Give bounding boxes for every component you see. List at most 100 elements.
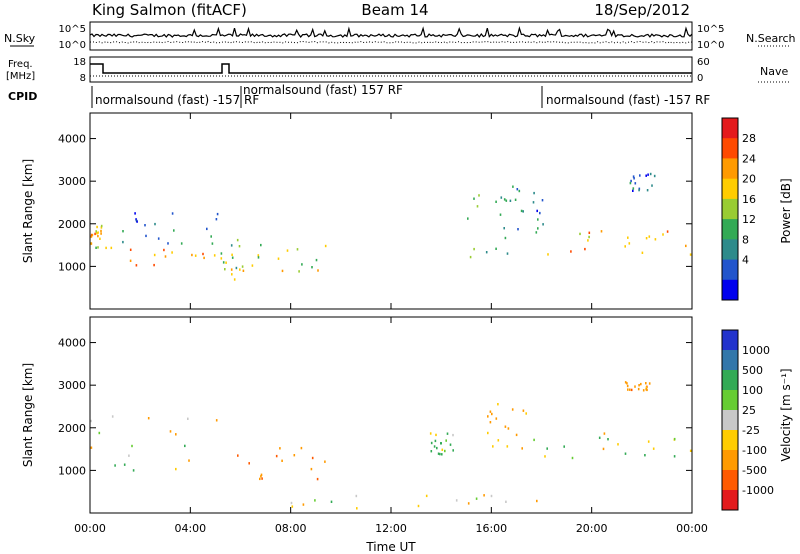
y-tick-label: 4000 xyxy=(58,133,86,146)
echo-cell xyxy=(136,220,138,223)
echo-cell xyxy=(132,469,135,472)
echo-cell xyxy=(617,443,619,446)
echo-cell xyxy=(194,254,197,257)
echo-cell xyxy=(546,447,548,450)
velocity-echo-cells xyxy=(90,381,692,510)
y-tick-label: 4000 xyxy=(58,337,86,350)
y-tick-label: 3000 xyxy=(58,379,86,392)
nave-label: Nave xyxy=(760,65,788,78)
echo-cell xyxy=(175,467,177,471)
colorbar-segment xyxy=(722,490,738,511)
echo-cell xyxy=(588,235,590,239)
echo-cell xyxy=(504,425,507,428)
freq-left-tick-lo: 8 xyxy=(80,73,86,84)
echo-cell xyxy=(300,446,303,450)
echo-cell xyxy=(147,417,150,420)
echo-cell xyxy=(225,261,227,264)
echo-cell xyxy=(429,432,432,435)
cpid-label: CPID xyxy=(8,90,37,103)
echo-cell xyxy=(135,264,138,267)
echo-cell xyxy=(645,386,648,389)
freq-label-1: Freq. xyxy=(8,59,33,70)
echo-cell xyxy=(111,415,114,418)
echo-cell xyxy=(94,232,96,236)
echo-cell xyxy=(296,248,299,251)
echo-cell xyxy=(630,388,633,392)
echo-cell xyxy=(515,433,518,437)
echo-cell xyxy=(638,187,641,190)
echo-cell xyxy=(624,452,627,455)
x-tick-label: 20:00 xyxy=(576,522,608,535)
colorbar-tick: 100 xyxy=(742,384,763,397)
colorbar-tick: 20 xyxy=(742,173,756,186)
echo-cell xyxy=(627,236,629,239)
noise-sky-trace xyxy=(89,26,693,39)
freq-trace xyxy=(90,63,692,74)
echo-cell xyxy=(180,242,183,245)
freq-right-tick-lo: 0 xyxy=(697,73,703,84)
echo-cell xyxy=(153,253,156,257)
echo-cell xyxy=(483,494,485,497)
echo-cell xyxy=(230,244,233,247)
colorbar-segment xyxy=(722,138,738,159)
echo-cell xyxy=(215,218,218,221)
colorbar-segment xyxy=(722,239,738,260)
colorbar-tick: -500 xyxy=(742,464,767,477)
echo-cell xyxy=(571,456,574,460)
echo-cell xyxy=(500,196,503,199)
echo-cell xyxy=(689,253,692,256)
echo-cell xyxy=(100,224,103,228)
echo-cell xyxy=(495,247,497,250)
echo-cell xyxy=(100,232,102,235)
noise-left-tick-lo: 10^0 xyxy=(59,40,86,51)
echo-cell xyxy=(163,248,165,252)
x-tick-label: 00:00 xyxy=(74,522,106,535)
echo-cell xyxy=(157,237,160,240)
echo-cell xyxy=(598,436,601,439)
echo-cell xyxy=(90,242,93,245)
echo-cell xyxy=(216,212,219,216)
echo-cell xyxy=(645,237,648,240)
power-cbar-label: Power [dB] xyxy=(779,178,793,243)
echo-cell xyxy=(673,437,676,441)
echo-cell xyxy=(434,439,437,443)
echo-cell xyxy=(100,226,103,229)
freq-panel: Freq. [MHz] 18 8 60 0 Nave xyxy=(6,56,790,84)
y-tick-label: 3000 xyxy=(58,175,86,188)
echo-cell xyxy=(602,447,605,451)
velocity-panel: 1000 2000 3000 4000 Slant Range [km] 1000 50… xyxy=(21,316,793,514)
colorbar-tick: 25 xyxy=(742,404,756,417)
echo-cell xyxy=(122,230,124,233)
colorbar-segment xyxy=(722,430,738,451)
x-tick-label: 00:00 xyxy=(676,522,708,535)
station-title: King Salmon (fitACF) xyxy=(92,1,247,19)
echo-cell xyxy=(511,408,514,411)
colorbar-tick: 8 xyxy=(742,233,749,246)
colorbar-tick: 500 xyxy=(742,364,763,377)
echo-cell xyxy=(478,194,480,197)
echo-cell xyxy=(533,191,535,195)
echo-cell xyxy=(220,252,223,255)
echo-cell xyxy=(184,444,186,448)
colorbar-tick: 16 xyxy=(742,193,756,206)
echo-cell xyxy=(607,438,609,441)
echo-cell xyxy=(499,213,502,216)
echo-cell xyxy=(535,231,538,234)
echo-cell xyxy=(260,243,262,247)
echo-cell xyxy=(316,477,319,481)
echo-cell xyxy=(238,245,241,248)
echo-cell xyxy=(293,454,296,457)
echo-cell xyxy=(298,270,300,273)
freq-label-2: [MHz] xyxy=(6,71,35,82)
echo-cell xyxy=(518,189,521,193)
echo-cell xyxy=(425,494,428,498)
x-tick-label: 16:00 xyxy=(475,522,507,535)
echo-cell xyxy=(129,248,132,251)
echo-cell xyxy=(627,388,629,391)
colorbar-tick: -25 xyxy=(742,424,760,437)
echo-cell xyxy=(547,253,549,256)
echo-cell xyxy=(301,263,303,266)
power-panel: 1000 2000 3000 4000 Slant Range [km] 28 24 20… xyxy=(21,112,793,310)
colorbar-segment xyxy=(722,470,738,491)
colorbar-tick: 28 xyxy=(742,132,756,145)
